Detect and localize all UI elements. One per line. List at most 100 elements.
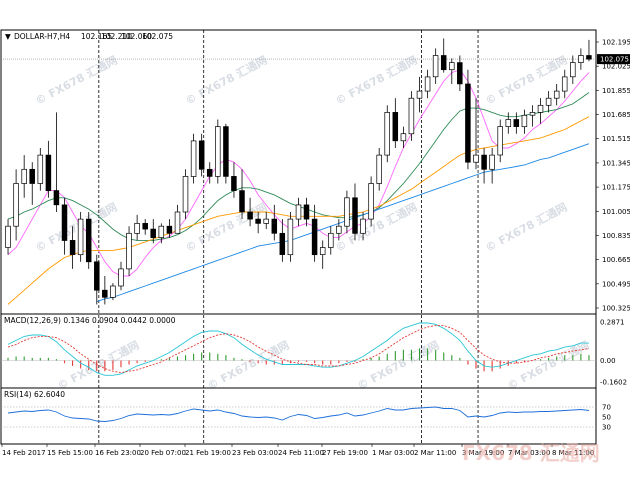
candle-body <box>328 232 334 248</box>
price-y-tick-label: 101.685 <box>602 111 630 119</box>
candle-body <box>287 218 294 256</box>
x-tick-label: 27 Feb 19:00 <box>322 449 368 457</box>
candle-body <box>29 168 35 184</box>
candle-body <box>449 62 455 71</box>
candle-body <box>416 90 423 99</box>
candle-body <box>247 211 253 220</box>
rsi-line <box>7 406 590 422</box>
price-y-tick-label: 100.495 <box>602 280 630 288</box>
period-separators <box>98 30 479 444</box>
candle-body <box>465 83 471 163</box>
candle-body <box>440 55 447 71</box>
candle-body <box>263 218 269 224</box>
candle-body <box>553 90 560 99</box>
macd-signal-line <box>7 325 590 374</box>
watermark-text: © FX678 汇通网 <box>33 54 119 108</box>
candle-body <box>570 62 576 78</box>
price-y-tick-label: 101.345 <box>602 159 630 167</box>
x-tick-label: 23 Feb 03:00 <box>232 449 278 457</box>
macd-plot <box>1 322 596 376</box>
candle-body <box>206 168 213 177</box>
price-y-tick-label: 101.175 <box>602 184 630 192</box>
current-price-label: 102.075 <box>600 56 629 64</box>
price-y-tick-label: 100.325 <box>602 305 630 313</box>
price-y-tick-label: 102.195 <box>602 39 630 47</box>
candle-body <box>61 204 68 241</box>
candle-body <box>537 104 544 113</box>
price-y-tick-label: 100.665 <box>602 256 630 264</box>
rsi-title: RSI(14) 62.6040 <box>4 390 65 399</box>
macd-y-tick-label: 0.2871 <box>600 319 625 327</box>
candle-body <box>336 225 342 234</box>
candle-body <box>279 232 286 255</box>
candle-body <box>432 55 439 78</box>
y-axis-labels: 102.195 102.025 101.855 101.685 101.515 101.3… <box>596 39 630 432</box>
candle-body <box>311 218 318 256</box>
watermark-text: © FX678 汇通网 <box>333 54 419 108</box>
candle-body <box>303 204 310 220</box>
brand-watermark: FX678 汇通网 <box>462 441 600 465</box>
candle-body <box>150 228 156 238</box>
x-axis-labels: 14 Feb 2017 15 Feb 15:00 16 Feb 23:00 20 Fe… <box>1 444 594 457</box>
candle-body <box>473 154 479 163</box>
x-tick-label: 3 Mar 19:00 <box>462 449 504 457</box>
ohlc-close: 102.075 <box>142 32 173 41</box>
candle-body <box>505 119 512 127</box>
candle-body <box>45 154 52 192</box>
candle-body <box>352 197 358 234</box>
x-tick-label: 2 Mar 11:00 <box>414 449 456 457</box>
candle-body <box>134 223 140 234</box>
candle-body <box>586 55 592 60</box>
candle-body <box>521 114 528 128</box>
price-y-tick-label: 102.025 <box>602 63 630 71</box>
candle-body <box>69 240 76 255</box>
macd-y-tick-label: 0.00 <box>600 357 616 365</box>
candle-body <box>400 133 407 142</box>
watermark-text: © FX678 汇通网 <box>355 339 441 393</box>
macd-main-line <box>7 322 589 376</box>
candle-body <box>319 247 326 255</box>
candle-body <box>37 154 44 184</box>
candle-body <box>255 218 261 224</box>
candle-body <box>94 261 100 291</box>
candle-body <box>578 55 584 63</box>
price-plot <box>1 38 596 305</box>
candle-body <box>174 211 181 234</box>
x-tick-label: 16 Feb 23:00 <box>95 449 141 457</box>
x-tick-label: 8 Mar 11:00 <box>552 449 594 457</box>
macd-title: MACD(12,26,9) 0.1346 0.0904 0.0442 0.000… <box>4 316 176 325</box>
ohlc-high: 102.210 <box>101 32 132 41</box>
x-tick-label: 24 Feb 11:00 <box>278 449 324 457</box>
candle-body <box>344 197 350 227</box>
moving-average-line <box>96 143 590 303</box>
candle-body <box>376 154 382 184</box>
candle-body <box>561 76 568 92</box>
watermark-text: © FX678 汇通网 <box>183 54 269 108</box>
candle-body <box>231 176 237 191</box>
candle-body <box>126 232 132 270</box>
candle-body <box>239 190 245 213</box>
candle-body <box>424 76 431 92</box>
candle-body <box>142 223 148 230</box>
header-dropdown-icon[interactable]: ▼ <box>5 32 11 41</box>
candle-body <box>198 140 205 170</box>
candle-body <box>271 218 278 234</box>
x-tick-label: 15 Feb 15:00 <box>47 449 93 457</box>
candle-body <box>545 97 552 106</box>
candle-body <box>408 97 415 135</box>
rsi-y-tick-label: 30 <box>602 424 611 432</box>
candle-body <box>182 176 189 213</box>
candle-body <box>384 112 390 156</box>
rsi-plot <box>1 406 596 428</box>
price-y-tick-label: 101.005 <box>602 208 630 216</box>
candle-body <box>489 154 495 170</box>
current-price-box <box>597 54 630 65</box>
candle-body <box>529 112 536 116</box>
watermark-text: © FX678 汇通网 <box>205 339 291 393</box>
candle-body <box>223 126 229 177</box>
candle-body <box>392 112 399 142</box>
candle-body <box>5 225 11 248</box>
x-tick-label: 20 Feb 07:00 <box>140 449 186 457</box>
ohlc-open: 102.165 <box>81 32 112 41</box>
candle-body <box>85 218 92 263</box>
